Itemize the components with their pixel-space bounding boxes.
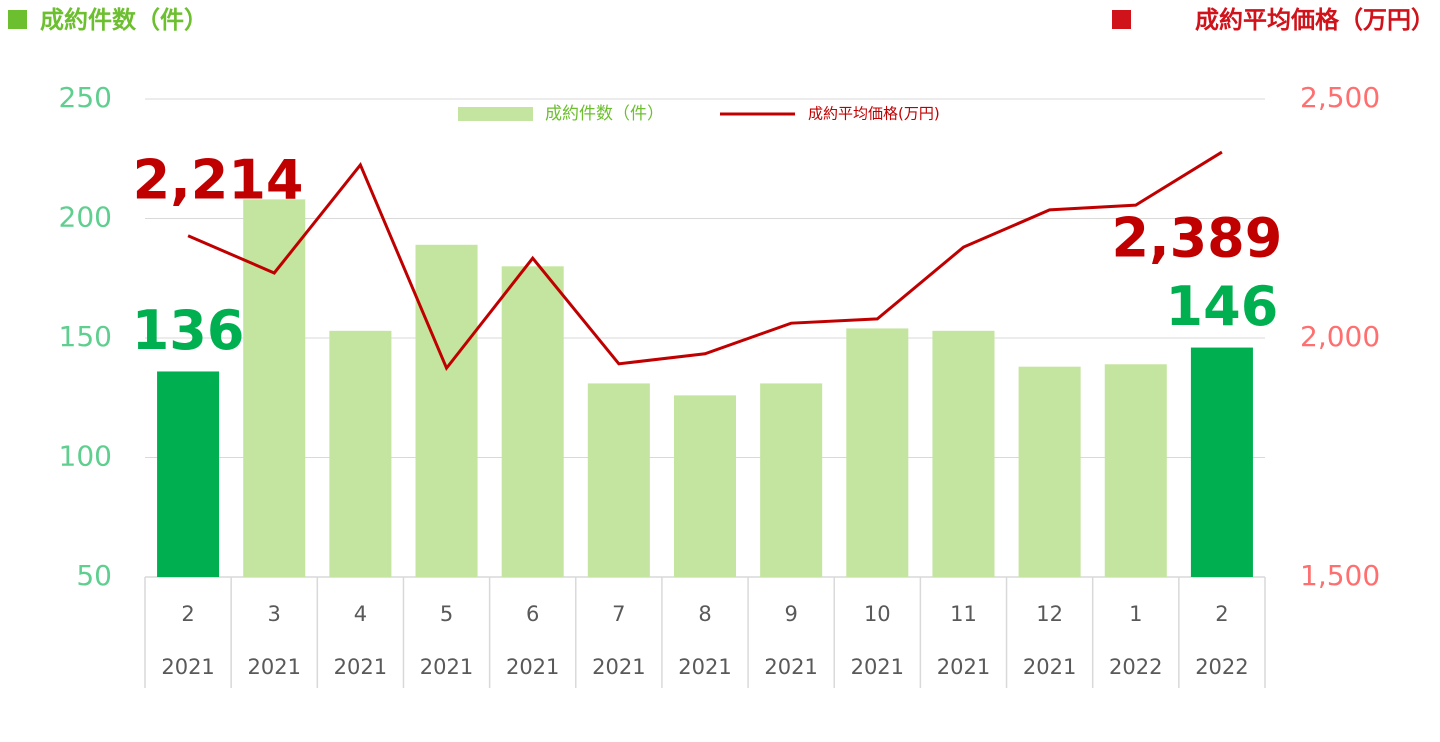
legend-label: 成約平均価格(万円) (808, 105, 940, 123)
bar (329, 330, 392, 577)
bar (932, 330, 995, 577)
x-tick-label: 8 (698, 602, 711, 626)
bar (760, 383, 823, 577)
y2-tick-label: 2,000 (1300, 320, 1380, 353)
x-tick-label: 7 (612, 602, 625, 626)
x-tick-year: 2022 (1109, 655, 1162, 679)
bar (243, 199, 306, 577)
x-tick-year: 2022 (1195, 655, 1248, 679)
bar (673, 395, 737, 577)
x-tick-year: 2021 (248, 655, 301, 679)
y-axis-title: 成約件数（件） (40, 6, 208, 34)
axis-title-marker (1112, 10, 1131, 29)
line-value-label: 2,214 (133, 148, 304, 211)
bar (587, 383, 650, 577)
legend-swatch (458, 107, 533, 121)
x-tick-label: 5 (440, 602, 453, 626)
x-tick-year: 2021 (592, 655, 645, 679)
x-tick-year: 2021 (1023, 655, 1076, 679)
x-tick-label: 10 (864, 602, 891, 626)
bar (1190, 347, 1253, 577)
x-tick-year: 2021 (937, 655, 990, 679)
x-tick-label: 11 (950, 602, 977, 626)
y-tick-label: 200 (59, 201, 112, 234)
x-tick-label: 2 (1215, 602, 1228, 626)
x-tick-label: 2 (181, 602, 194, 626)
y2-axis-title: 成約平均価格（万円） (1195, 6, 1435, 34)
x-tick-label: 3 (268, 602, 281, 626)
y-tick-label: 150 (59, 320, 112, 353)
bar (415, 244, 478, 578)
x-tick-year: 2021 (161, 655, 214, 679)
x-tick-label: 4 (354, 602, 367, 626)
x-tick-year: 2021 (420, 655, 473, 679)
y-tick-label: 100 (59, 440, 112, 473)
x-tick-year: 2021 (764, 655, 817, 679)
x-tick-label: 9 (784, 602, 797, 626)
bar-value-label: 146 (1166, 275, 1279, 338)
bar-value-label: 136 (132, 299, 245, 362)
x-tick-year: 2021 (678, 655, 731, 679)
x-tick-year: 2021 (851, 655, 904, 679)
y-tick-label: 50 (76, 559, 112, 592)
bar (157, 371, 220, 577)
bar (1104, 364, 1167, 577)
x-tick-label: 6 (526, 602, 539, 626)
y-tick-label: 250 (59, 81, 112, 114)
bar (1018, 366, 1081, 577)
x-tick-label: 1 (1129, 602, 1142, 626)
bar (846, 328, 909, 577)
y2-tick-label: 1,500 (1300, 559, 1380, 592)
axis-title-marker (8, 10, 27, 29)
x-tick-year: 2021 (334, 655, 387, 679)
legend-label: 成約件数（件） (545, 104, 664, 124)
y2-tick-label: 2,500 (1300, 81, 1380, 114)
bar (501, 266, 564, 577)
x-tick-year: 2021 (506, 655, 559, 679)
x-tick-label: 12 (1036, 602, 1063, 626)
line-value-label: 2,389 (1112, 207, 1283, 270)
line (187, 150, 1223, 372)
